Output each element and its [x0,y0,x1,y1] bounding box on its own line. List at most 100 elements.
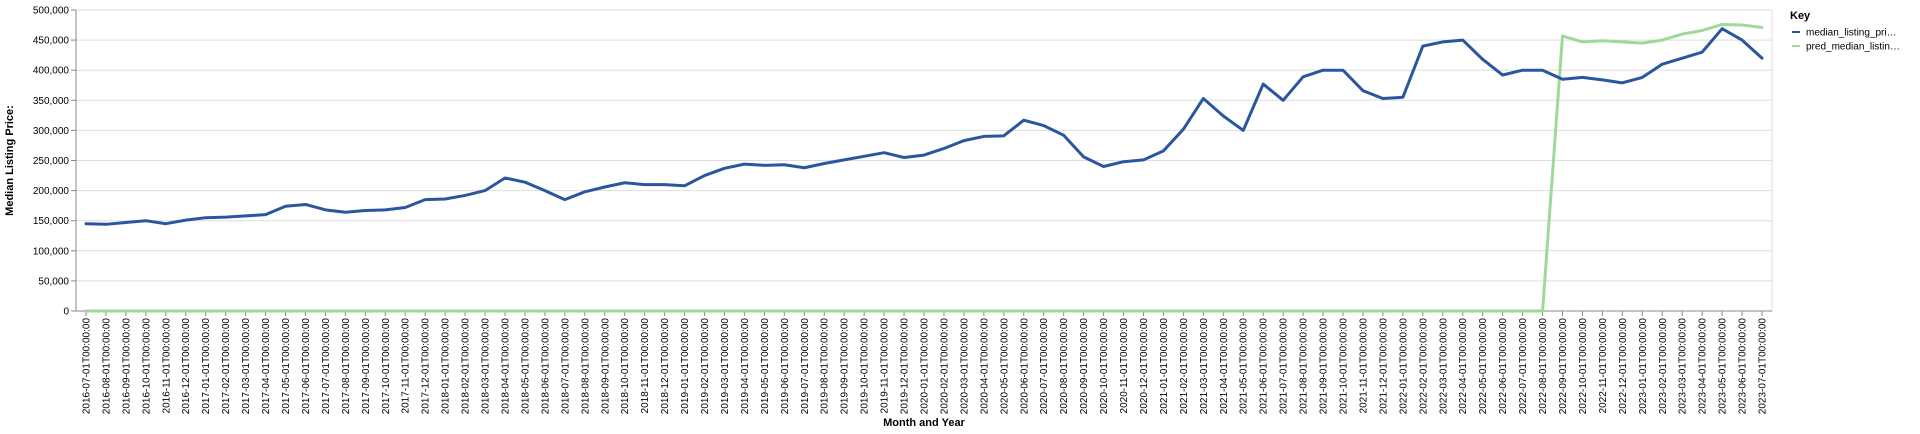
x-tick-label: 2018-06-01T00:00:00 [540,318,551,415]
x-tick-label: 2018-04-01T00:00:00 [500,318,511,415]
x-tick-label: 2019-10-01T00:00:00 [860,318,871,415]
x-tick-label: 2018-02-01T00:00:00 [461,318,472,415]
x-tick-label: 2017-01-01T00:00:00 [201,318,212,415]
x-tick-label: 2020-07-01T00:00:00 [1039,318,1050,415]
x-tick-label: 2019-01-01T00:00:00 [680,318,691,415]
x-tick-label: 2023-04-01T00:00:00 [1698,318,1709,415]
x-tick-label: 2022-08-01T00:00:00 [1538,318,1549,415]
x-tick-label: 2021-11-01T00:00:00 [1358,318,1369,414]
x-tick-label: 2016-09-01T00:00:00 [121,318,132,415]
x-tick-label: 2017-06-01T00:00:00 [301,318,312,415]
x-tick-label: 2023-03-01T00:00:00 [1678,318,1689,415]
x-tick-label: 2019-06-01T00:00:00 [780,318,791,415]
legend-title: Key [1790,10,1811,22]
y-tick-label: 300,000 [33,126,70,137]
x-tick-label: 2020-05-01T00:00:00 [999,318,1010,415]
x-axis-title: Month and Year [883,417,965,429]
x-tick-label: 2019-12-01T00:00:00 [900,318,911,415]
x-tick-label: 2022-11-01T00:00:00 [1598,318,1609,414]
x-axis: 2016-07-01T00:00:00 2016-08-01T00:00:00 20… [76,310,1772,415]
x-tick-label: 2021-03-01T00:00:00 [1199,318,1210,415]
series-line [84,27,1764,226]
x-tick-label: 2021-12-01T00:00:00 [1378,318,1389,415]
x-tick-label: 2023-01-01T00:00:00 [1638,318,1649,415]
x-tick-label: 2019-09-01T00:00:00 [840,318,851,415]
y-tick-label: 500,000 [33,6,70,17]
x-tick-label: 2020-10-01T00:00:00 [1099,318,1110,415]
y-tick-label: 250,000 [33,156,70,167]
x-tick-label: 2020-06-01T00:00:00 [1019,318,1030,415]
x-tick-label: 2022-12-01T00:00:00 [1618,318,1629,415]
x-tick-label: 2023-02-01T00:00:00 [1658,318,1669,415]
x-tick-label: 2022-01-01T00:00:00 [1398,318,1409,415]
x-tick-label: 2020-04-01T00:00:00 [979,318,990,415]
x-tick-label: 2022-09-01T00:00:00 [1558,318,1569,415]
x-tick-label: 2018-12-01T00:00:00 [660,318,671,415]
x-tick-label: 2016-07-01T00:00:00 [81,318,92,415]
x-tick-label: 2016-12-01T00:00:00 [181,318,192,415]
x-tick-label: 2017-09-01T00:00:00 [361,318,372,415]
x-tick-label: 2017-04-01T00:00:00 [261,318,272,415]
y-tick-label: 400,000 [33,66,70,77]
legend: Key median_listing_pri… pred_median_listi… [1790,10,1900,53]
series-layer [84,22,1764,313]
x-tick-label: 2018-11-01T00:00:00 [640,318,651,414]
x-tick-label: 2019-05-01T00:00:00 [760,318,771,415]
x-tick-label: 2020-11-01T00:00:00 [1119,318,1130,414]
x-tick-label: 2021-08-01T00:00:00 [1299,318,1310,415]
x-tick-label: 2020-01-01T00:00:00 [920,318,931,415]
x-tick-label: 2019-11-01T00:00:00 [880,318,891,414]
y-axis-title: Median Listing Price: [4,105,16,216]
x-tick-label: 2021-10-01T00:00:00 [1339,318,1350,415]
x-tick-label: 2022-07-01T00:00:00 [1518,318,1529,415]
x-tick-label: 2020-03-01T00:00:00 [959,318,970,415]
x-tick-label: 2019-03-01T00:00:00 [720,318,731,415]
y-tick-label: 150,000 [33,216,70,227]
y-tick-label: 200,000 [33,186,70,197]
x-tick-label: 2018-10-01T00:00:00 [620,318,631,415]
x-tick-label: 2021-04-01T00:00:00 [1219,318,1230,415]
x-tick-label: 2019-02-01T00:00:00 [700,318,711,415]
x-tick-label: 2016-10-01T00:00:00 [141,318,152,415]
x-tick-label: 2017-11-01T00:00:00 [401,318,412,414]
x-tick-label: 2023-05-01T00:00:00 [1718,318,1729,415]
x-tick-label: 2018-05-01T00:00:00 [520,318,531,415]
x-tick-label: 2020-02-01T00:00:00 [939,318,950,415]
legend-items: median_listing_pri… pred_median_listin… [1792,28,1900,53]
x-tick-label: 2018-01-01T00:00:00 [441,318,452,415]
x-tick-label: 2018-09-01T00:00:00 [600,318,611,415]
x-tick-label: 2017-02-01T00:00:00 [221,318,232,415]
y-tick-label: 100,000 [33,246,70,257]
x-tick-label: 2021-05-01T00:00:00 [1239,318,1250,415]
x-tick-label: 2016-11-01T00:00:00 [161,318,172,414]
series-line [84,22,1764,313]
y-axis: 0 50,000 100,000 150,000 200,000 250,000 300,0… [33,6,77,318]
x-tick-label: 2023-06-01T00:00:00 [1738,318,1749,415]
x-tick-label: 2023-07-01T00:00:00 [1758,318,1769,415]
x-tick-label: 2019-08-01T00:00:00 [820,318,831,415]
y-tick-label: 350,000 [33,96,70,107]
x-tick-label: 2017-08-01T00:00:00 [341,318,352,415]
x-tick-label: 2019-07-01T00:00:00 [800,318,811,415]
x-tick-label: 2020-12-01T00:00:00 [1139,318,1150,415]
x-tick-label: 2019-04-01T00:00:00 [740,318,751,415]
x-tick-label: 2018-03-01T00:00:00 [481,318,492,415]
x-tick-label: 2022-10-01T00:00:00 [1578,318,1589,415]
x-tick-label: 2020-08-01T00:00:00 [1059,318,1070,415]
y-tick-label: 450,000 [33,36,70,47]
x-tick-label: 2017-12-01T00:00:00 [421,318,432,415]
x-tick-label: 2016-08-01T00:00:00 [101,318,112,415]
x-tick-label: 2017-07-01T00:00:00 [321,318,332,415]
x-tick-label: 2021-02-01T00:00:00 [1179,318,1190,415]
legend-label: median_listing_pri… [1806,28,1897,39]
y-gridlines [76,9,1772,312]
y-tick-label: 0 [63,307,69,318]
legend-label: pred_median_listin… [1806,42,1900,53]
x-tick-label: 2021-01-01T00:00:00 [1159,318,1170,415]
x-tick-label: 2017-03-01T00:00:00 [241,318,252,415]
x-tick-label: 2021-06-01T00:00:00 [1259,318,1270,415]
x-tick-label: 2022-05-01T00:00:00 [1478,318,1489,415]
x-tick-label: 2021-09-01T00:00:00 [1319,318,1330,415]
x-tick-label: 2018-07-01T00:00:00 [560,318,571,415]
